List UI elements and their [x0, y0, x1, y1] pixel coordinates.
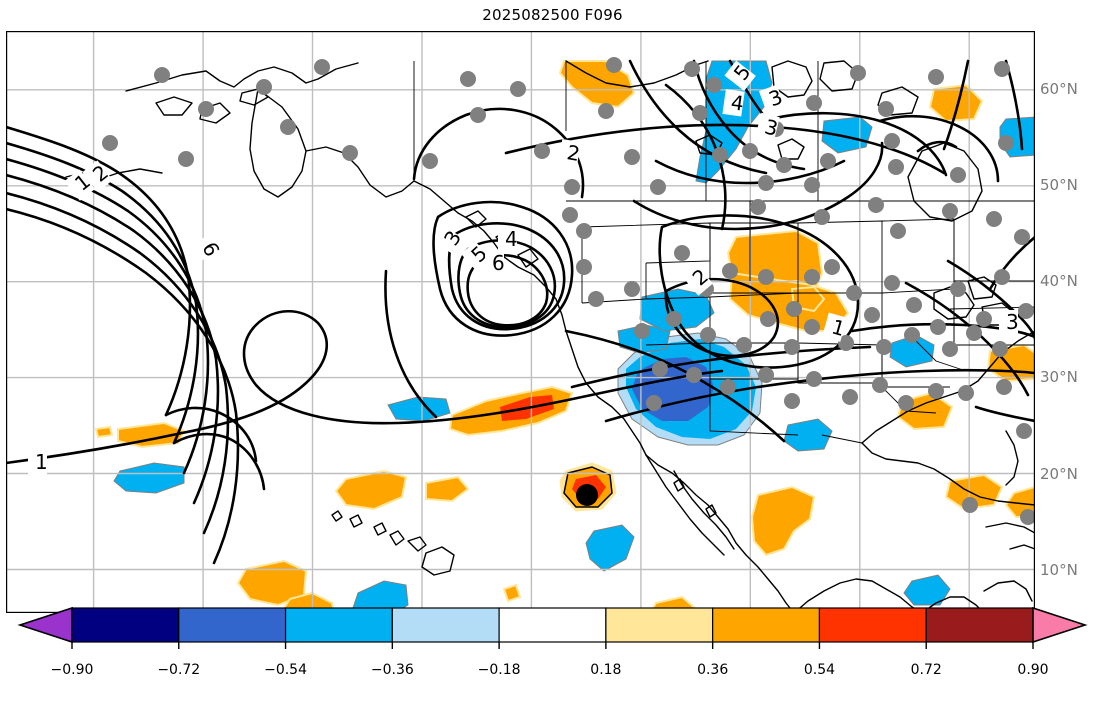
anomaly-patch	[117, 421, 186, 449]
colorbar-tick-labels: −0.90 −0.72 −0.54 −0.36 −0.18 0.18 0.36 0.54 0.7…	[0, 648, 1105, 678]
contour-label: 3	[1006, 310, 1019, 334]
contour-label: 2	[565, 140, 582, 166]
lat-tick-label: 20°N	[1040, 464, 1078, 483]
colorbar-segment	[818, 607, 927, 643]
colorbar-tick-label: 0.36	[697, 662, 729, 678]
contour-label: 1	[35, 450, 48, 474]
lat-tick-label: 30°N	[1040, 368, 1078, 387]
colorbar-segment	[284, 607, 393, 643]
map-background	[6, 31, 1035, 613]
colorbar-segment	[498, 607, 607, 643]
anomaly-patch	[94, 425, 114, 439]
colorbar-tick-label: 0.54	[803, 662, 836, 678]
anomaly-patch	[639, 288, 715, 332]
colorbar-tick-label: −0.72	[157, 662, 201, 678]
latitude-axis-labels: 10°N 20°N 30°N 40°N 50°N 60°N	[1040, 31, 1105, 613]
contour-label-group: 1	[28, 450, 48, 475]
anomaly-patch	[425, 475, 470, 503]
contour-label: 3	[762, 114, 780, 140]
lat-tick-label: 60°N	[1040, 79, 1078, 98]
contour-lines	[6, 59, 1035, 565]
anomaly-patch	[502, 583, 522, 603]
colorbar-segment	[71, 607, 180, 643]
contour-label-group: 3	[755, 112, 781, 142]
lat-tick-label: 40°N	[1040, 272, 1078, 291]
colorbar-segment	[605, 607, 714, 643]
contour-label: 4	[729, 90, 745, 116]
anomaly-patch	[903, 574, 951, 606]
contour-label: 4	[505, 227, 518, 251]
contour-label: 6	[492, 251, 505, 275]
anomaly-patch	[334, 469, 408, 511]
contour-label-group: 3	[999, 310, 1019, 335]
colorbar-segment	[712, 607, 821, 643]
colorbar-tick-label: −0.36	[370, 662, 414, 678]
anomaly-patch	[576, 484, 598, 506]
colorbar-tick-label: −0.54	[264, 662, 307, 678]
colorbar-tick-label: −0.18	[477, 662, 521, 678]
colorbar-segment	[925, 607, 1034, 643]
anomaly-shading	[94, 60, 1035, 613]
figure-title: 2025082500 F096	[482, 6, 623, 24]
colorbar-tick-label: 0.90	[1017, 662, 1049, 678]
colorbar-tick-label: 0.18	[590, 662, 622, 678]
colorbar: −0.90 −0.72 −0.54 −0.36 −0.18 0.18 0.36 0.54 0.7…	[0, 606, 1105, 712]
contour-label-group: 4	[722, 89, 745, 117]
lat-tick-label: 10°N	[1040, 560, 1078, 579]
anomaly-patch	[944, 473, 1004, 511]
anomaly-patch	[113, 462, 185, 494]
colorbar-segment	[391, 607, 500, 643]
colorbar-swatches	[17, 606, 1088, 649]
contour-label-group: 4	[498, 227, 518, 252]
anomaly-patch	[350, 580, 409, 613]
contour-label-group: 1	[821, 312, 848, 342]
lat-tick-label: 50°N	[1040, 175, 1078, 194]
contour-label: 1	[829, 315, 848, 342]
colorbar-over-arrow	[1032, 606, 1088, 644]
anomaly-patch	[750, 485, 816, 557]
contour-label-group: 2	[558, 138, 582, 167]
colorbar-tick-label: 0.72	[910, 662, 942, 678]
colorbar-under-arrow	[17, 606, 73, 644]
colorbar-tick-label: −0.90	[50, 662, 94, 678]
station-dots	[102, 57, 1035, 525]
contour-label-group: 6	[485, 251, 505, 276]
colorbar-segment	[178, 607, 287, 643]
anomaly-patch	[585, 524, 635, 572]
